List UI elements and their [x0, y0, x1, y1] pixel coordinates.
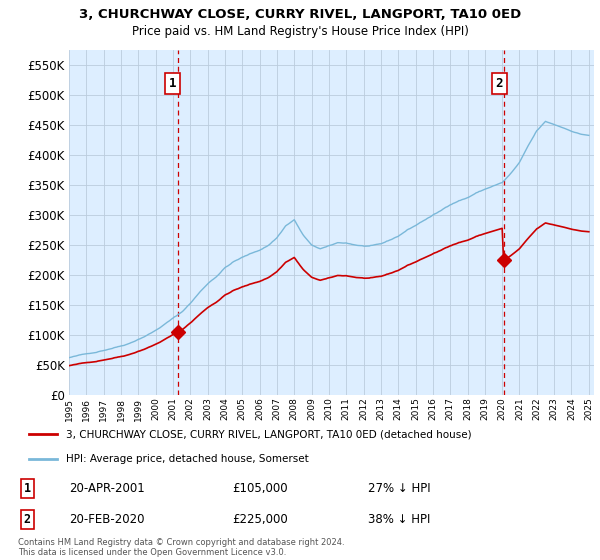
Text: £105,000: £105,000	[232, 482, 288, 495]
Text: 2: 2	[496, 77, 503, 90]
Text: 20-FEB-2020: 20-FEB-2020	[69, 512, 144, 526]
Text: Price paid vs. HM Land Registry's House Price Index (HPI): Price paid vs. HM Land Registry's House …	[131, 25, 469, 38]
Text: 2: 2	[23, 512, 31, 526]
Text: 3, CHURCHWAY CLOSE, CURRY RIVEL, LANGPORT, TA10 0ED: 3, CHURCHWAY CLOSE, CURRY RIVEL, LANGPOR…	[79, 8, 521, 21]
Text: Contains HM Land Registry data © Crown copyright and database right 2024.
This d: Contains HM Land Registry data © Crown c…	[18, 538, 344, 557]
Text: £225,000: £225,000	[232, 512, 288, 526]
Text: 3, CHURCHWAY CLOSE, CURRY RIVEL, LANGPORT, TA10 0ED (detached house): 3, CHURCHWAY CLOSE, CURRY RIVEL, LANGPOR…	[66, 430, 472, 440]
Text: 27% ↓ HPI: 27% ↓ HPI	[368, 482, 430, 495]
Text: 1: 1	[169, 77, 176, 90]
Text: 38% ↓ HPI: 38% ↓ HPI	[368, 512, 430, 526]
Text: HPI: Average price, detached house, Somerset: HPI: Average price, detached house, Some…	[66, 454, 308, 464]
Text: 20-APR-2001: 20-APR-2001	[69, 482, 145, 495]
Text: 1: 1	[23, 482, 31, 495]
